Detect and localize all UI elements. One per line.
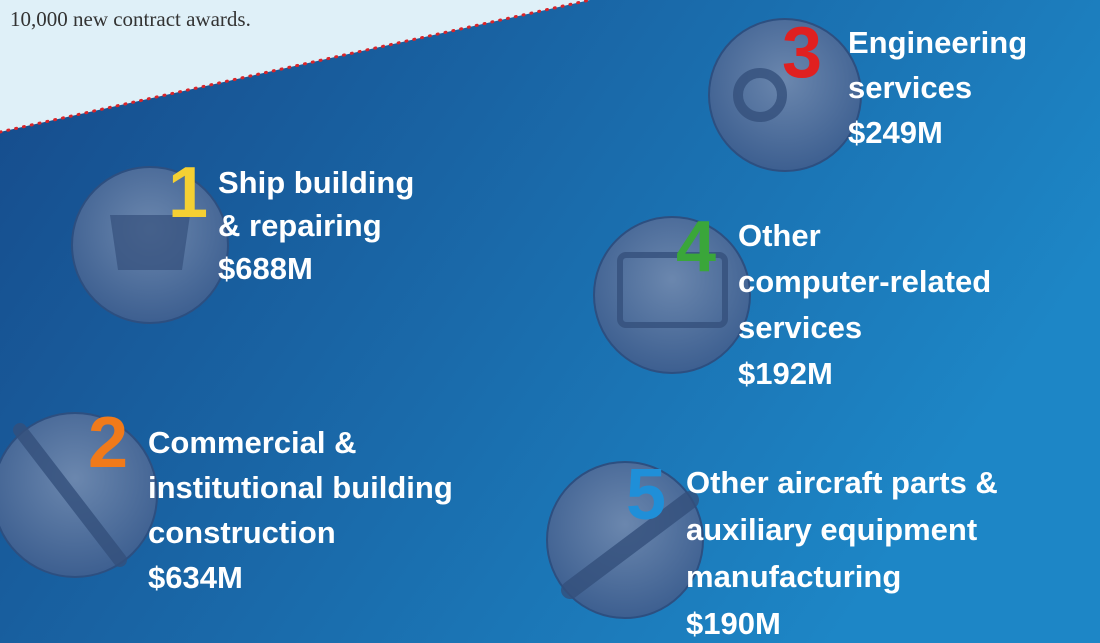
- item-label: Other: [738, 218, 821, 253]
- item-label: Engineering: [848, 25, 1027, 60]
- item-label: construction: [148, 515, 336, 550]
- item-label: manufacturing: [686, 559, 901, 594]
- tool-shape: [13, 423, 127, 567]
- rank-number: 4: [676, 207, 716, 287]
- item-label: services: [738, 310, 862, 345]
- item-value: $190M: [686, 606, 781, 641]
- plane-shape: [561, 491, 699, 599]
- item-label: auxiliary equipment: [686, 512, 977, 547]
- rank-number: 2: [88, 403, 128, 483]
- monitor-shape: [617, 252, 728, 328]
- item-label: services: [848, 70, 972, 105]
- item-label: institutional building: [148, 470, 453, 505]
- item-value: $249M: [848, 115, 943, 150]
- item-label: & repairing: [218, 208, 382, 243]
- dotted-divider: [0, 0, 592, 134]
- rank-number: 3: [782, 13, 822, 93]
- item-label: computer-related: [738, 264, 991, 299]
- item-label: Commercial &: [148, 425, 356, 460]
- gear-shape: [733, 68, 787, 122]
- item-value: $688M: [218, 251, 313, 286]
- icon-circles: [0, 18, 862, 619]
- item-value: $634M: [148, 560, 243, 595]
- ship-shape: [110, 215, 190, 270]
- intro-text: 10,000 new contract awards.: [10, 7, 251, 31]
- item-label: Ship building: [218, 165, 414, 200]
- rank-number: 1: [168, 153, 208, 233]
- item-value: $192M: [738, 356, 833, 391]
- item-label: Other aircraft parts &: [686, 465, 998, 500]
- rank-number: 5: [626, 455, 666, 535]
